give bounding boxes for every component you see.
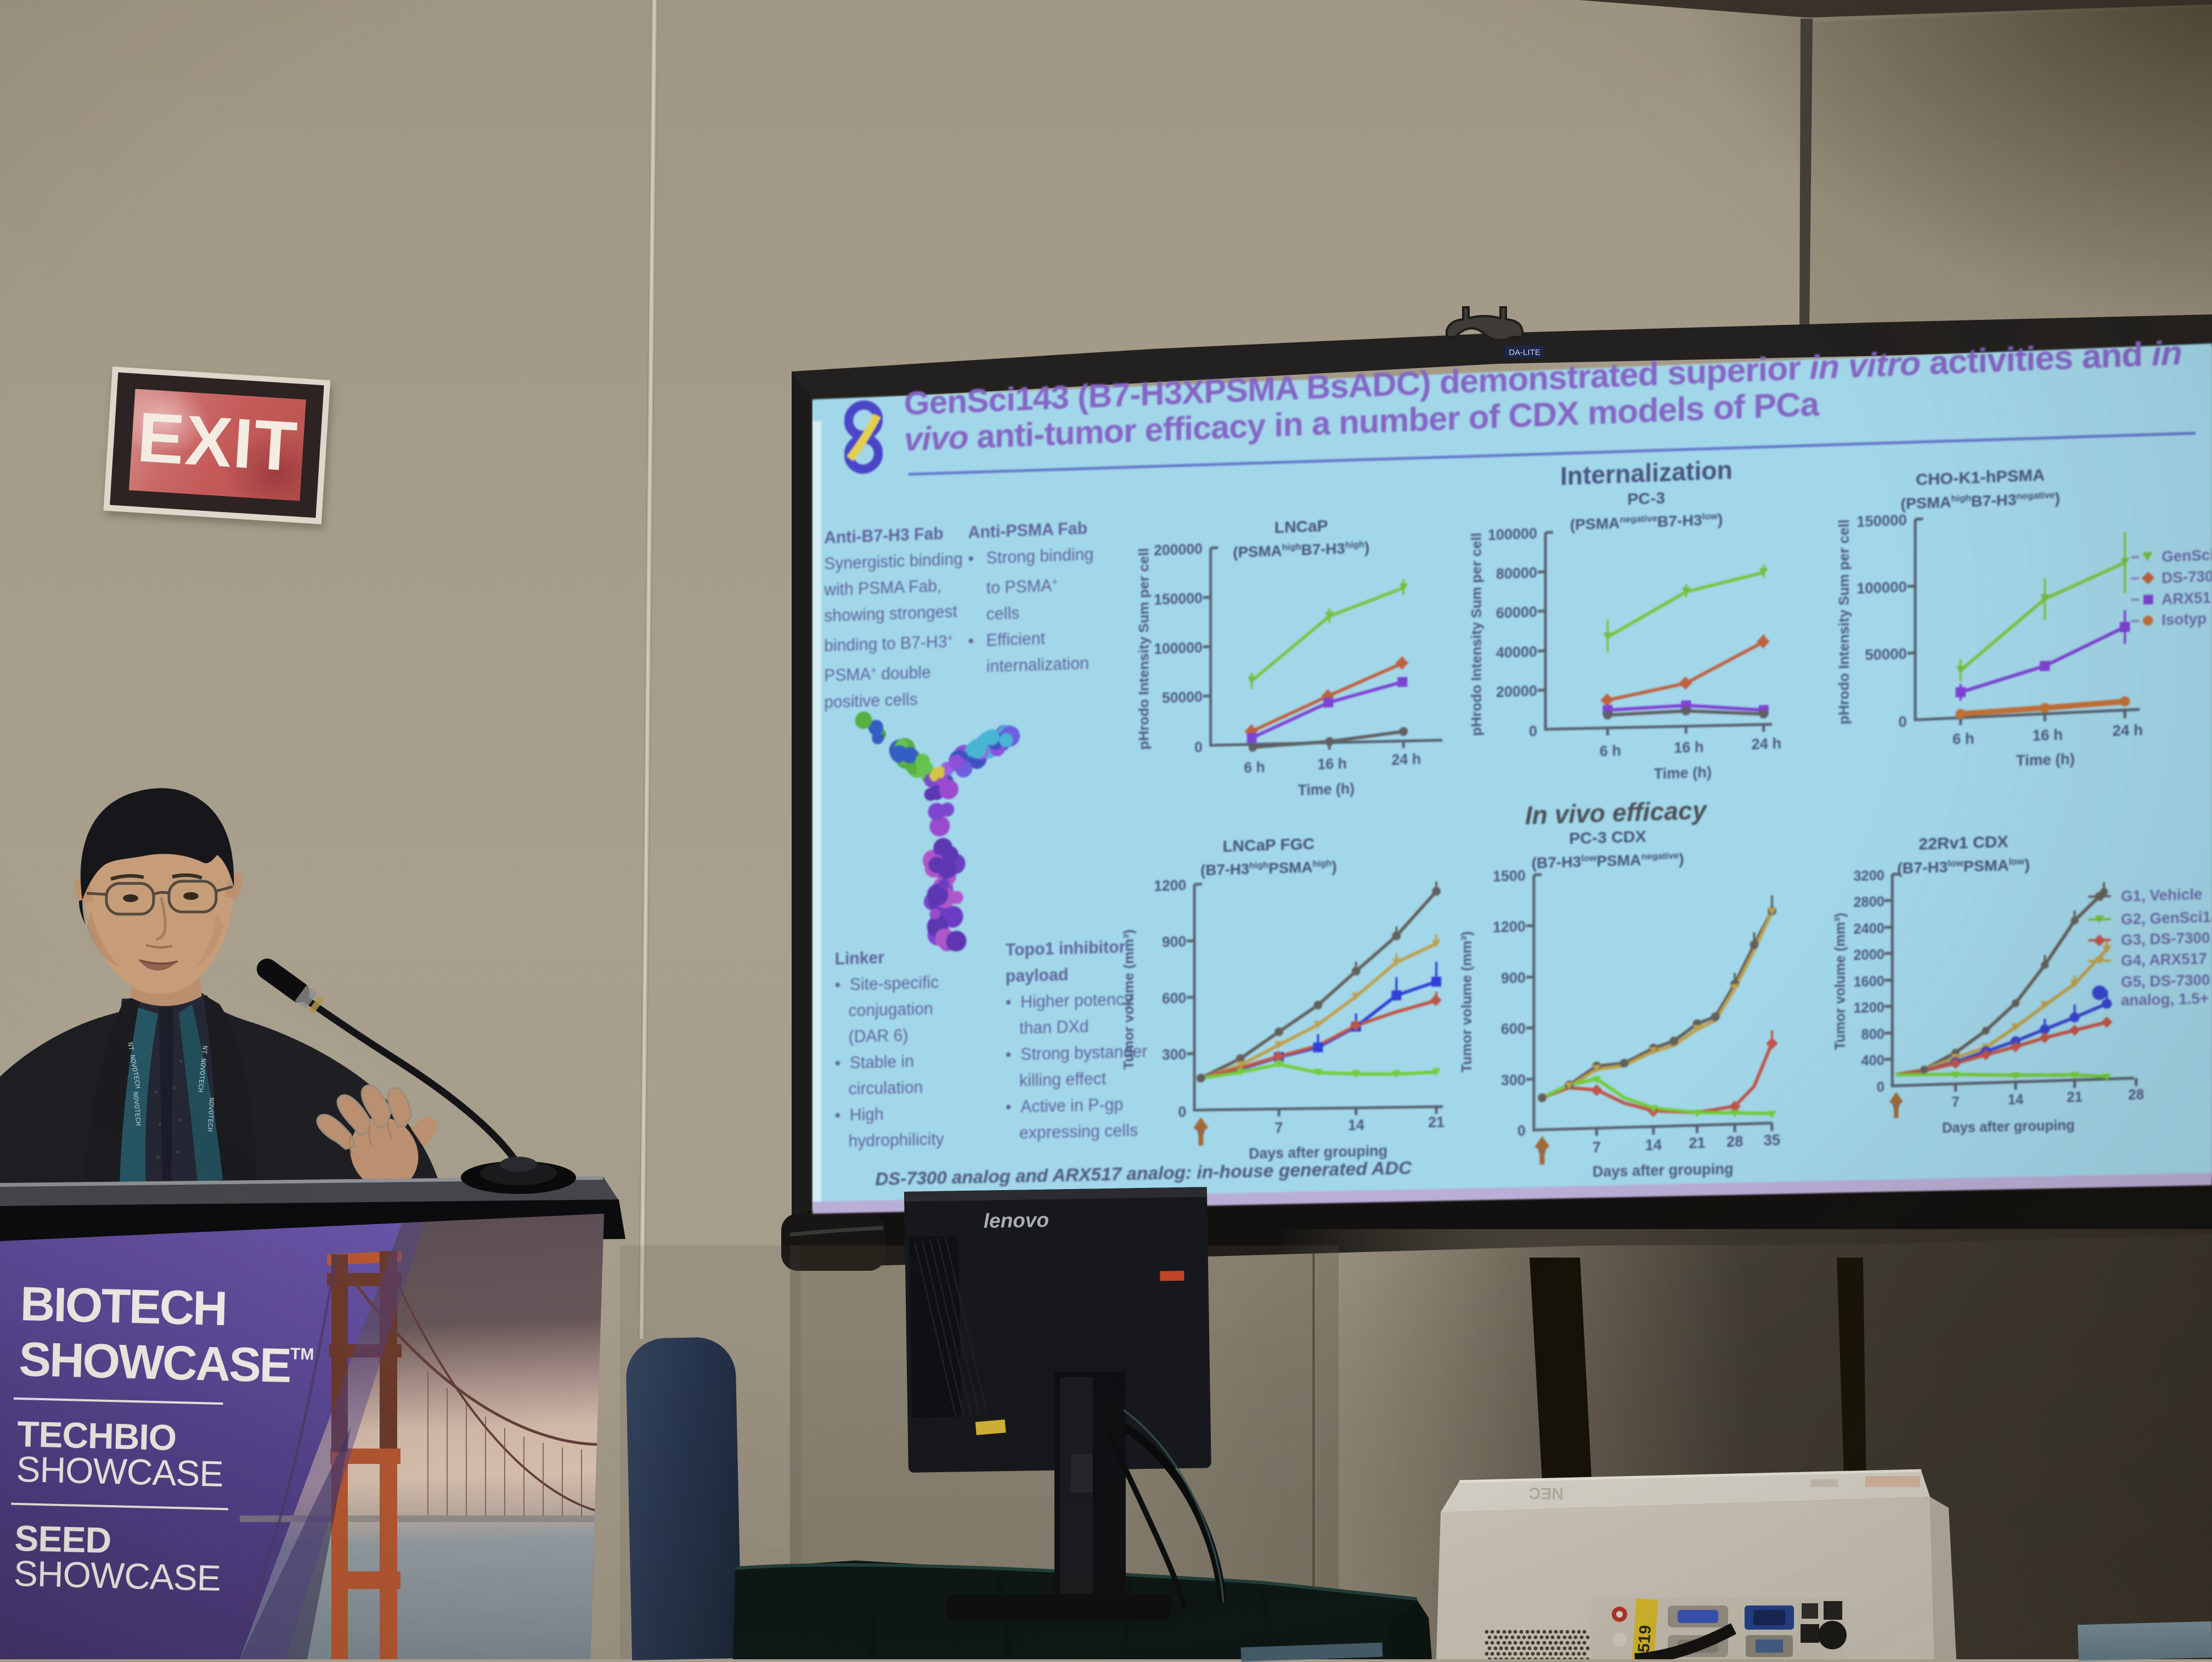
svg-text:0: 0 <box>1877 1080 1884 1096</box>
svg-text:100000: 100000 <box>1488 525 1537 543</box>
svg-text:35: 35 <box>1764 1131 1780 1149</box>
svg-text:20000: 20000 <box>1496 682 1537 701</box>
svg-text:24 h: 24 h <box>2113 721 2143 739</box>
svg-text:Isotyp: Isotyp <box>2162 610 2207 628</box>
svg-text:3200: 3200 <box>1853 868 1884 884</box>
svg-text:Tumor volume (mm³): Tumor volume (mm³) <box>1459 931 1475 1073</box>
svg-text:100000: 100000 <box>1154 639 1203 657</box>
svg-text:150000: 150000 <box>1857 511 1907 531</box>
svg-text:6 h: 6 h <box>1244 758 1265 776</box>
svg-text:300: 300 <box>1162 1046 1186 1063</box>
svg-text:60000: 60000 <box>1496 603 1537 622</box>
svg-text:16 h: 16 h <box>2033 726 2063 744</box>
svg-text:80000: 80000 <box>1496 564 1537 583</box>
svg-text:0: 0 <box>1529 723 1537 740</box>
svg-text:Time (h): Time (h) <box>1298 780 1355 798</box>
svg-text:NOVOTECH: NOVOTECH <box>131 1091 142 1126</box>
svg-text:G2, GenSci14: G2, GenSci14 <box>2121 908 2212 928</box>
svg-text:Tumor volume (mm³): Tumor volume (mm³) <box>1121 929 1137 1069</box>
svg-text:NEC: NEC <box>1528 1484 1564 1502</box>
svg-text:1200: 1200 <box>1493 918 1526 936</box>
svg-text:analog, 1.5+: analog, 1.5+ <box>2121 990 2209 1010</box>
svg-text:Tumor volume (mm³): Tumor volume (mm³) <box>1833 912 1848 1050</box>
svg-text:14: 14 <box>1348 1116 1364 1134</box>
svg-text:G3, DS-7300: G3, DS-7300 <box>2121 929 2210 949</box>
svg-text:pHrodo Intensity Sum per cell: pHrodo Intensity Sum per cell <box>1836 519 1852 724</box>
svg-text:G1, Vehicle: G1, Vehicle <box>2121 886 2203 905</box>
svg-text:DA-LITE: DA-LITE <box>1509 348 1541 357</box>
svg-text:200000: 200000 <box>1154 540 1203 559</box>
svg-text:GenSci: GenSci <box>2162 546 2212 565</box>
svg-text:NOVOTECH: NOVOTECH <box>206 1097 216 1132</box>
svg-text:2000: 2000 <box>1853 947 1884 964</box>
svg-text:50000: 50000 <box>1162 688 1203 706</box>
svg-text:pHrodo Intensity Sum per cell: pHrodo Intensity Sum per cell <box>1136 548 1152 750</box>
svg-text:1200: 1200 <box>1853 1000 1884 1016</box>
svg-text:0: 0 <box>1892 1097 1900 1113</box>
svg-text:21: 21 <box>1428 1113 1444 1131</box>
svg-text:7: 7 <box>1593 1139 1601 1156</box>
svg-text:Time (h): Time (h) <box>2016 750 2075 769</box>
svg-text:16 h: 16 h <box>1674 738 1703 756</box>
svg-text:Time (h): Time (h) <box>1654 763 1712 782</box>
svg-text:50000: 50000 <box>1865 645 1906 663</box>
svg-text:100000: 100000 <box>1857 578 1907 598</box>
svg-text:Days after grouping: Days after grouping <box>1942 1118 2075 1136</box>
svg-text:2800: 2800 <box>1853 894 1884 911</box>
svg-text:400: 400 <box>1861 1053 1884 1069</box>
svg-text:Days after grouping: Days after grouping <box>1593 1160 1734 1180</box>
svg-text:ARX51: ARX51 <box>2162 589 2211 608</box>
svg-text:24 h: 24 h <box>1391 751 1421 769</box>
svg-text:1200: 1200 <box>1154 876 1186 894</box>
svg-text:14: 14 <box>2008 1092 2024 1108</box>
svg-text:0: 0 <box>1197 1122 1205 1139</box>
svg-text:1600: 1600 <box>1853 974 1884 990</box>
svg-text:800: 800 <box>1861 1027 1884 1043</box>
svg-text:Days after grouping: Days after grouping <box>1249 1142 1387 1162</box>
svg-text:28: 28 <box>2128 1087 2144 1103</box>
svg-text:21: 21 <box>2067 1090 2083 1106</box>
svg-text:G5, DS-7300: G5, DS-7300 <box>2121 971 2210 991</box>
svg-text:40000: 40000 <box>1496 643 1537 662</box>
svg-text:900: 900 <box>1162 933 1186 950</box>
svg-text:6 h: 6 h <box>1600 742 1621 759</box>
svg-text:600: 600 <box>1501 1020 1526 1038</box>
svg-text:lenovo: lenovo <box>983 1209 1049 1232</box>
svg-text:24 h: 24 h <box>1751 735 1781 753</box>
svg-text:600: 600 <box>1162 989 1186 1007</box>
svg-text:DS-730: DS-730 <box>2162 567 2212 587</box>
svg-text:7: 7 <box>1951 1095 1959 1111</box>
svg-text:300: 300 <box>1501 1071 1526 1089</box>
svg-text:0: 0 <box>1178 1103 1187 1120</box>
svg-text:28: 28 <box>1726 1133 1743 1150</box>
svg-text:16 h: 16 h <box>1317 755 1347 773</box>
svg-text:150000: 150000 <box>1154 589 1203 608</box>
svg-text:6 h: 6 h <box>1953 730 1974 748</box>
svg-text:G4, ARX517: G4, ARX517 <box>2121 950 2207 970</box>
svg-text:0: 0 <box>1194 739 1203 756</box>
svg-text:21: 21 <box>1689 1134 1705 1152</box>
svg-text:7: 7 <box>1275 1119 1283 1136</box>
svg-text:0: 0 <box>1538 1141 1546 1158</box>
svg-text:pHrodo Intensity Sum per cell: pHrodo Intensity Sum per cell <box>1469 532 1485 736</box>
svg-text:0: 0 <box>1517 1122 1526 1139</box>
svg-text:1500: 1500 <box>1493 867 1526 885</box>
svg-text:2400: 2400 <box>1853 921 1884 937</box>
svg-text:0: 0 <box>1898 713 1906 730</box>
svg-text:14: 14 <box>1645 1136 1662 1154</box>
svg-text:900: 900 <box>1501 969 1526 987</box>
